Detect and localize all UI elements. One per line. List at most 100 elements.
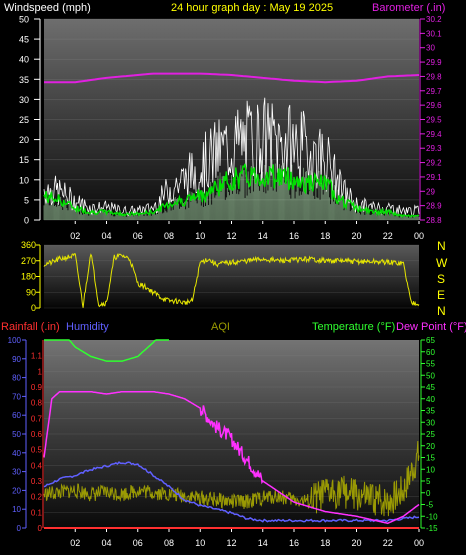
hour-tick-label: 20 [351,538,361,548]
rain-tick-label: 0 [38,524,43,533]
compass-s: S [437,272,445,286]
wind-tick-label: 45 [19,35,29,45]
wind-tick-label: 25 [19,115,29,125]
aqi-label: AQI [211,321,230,333]
direction-tick-label: 270 [21,256,36,266]
baro-tick-label: 29.1 [426,173,442,182]
humidity-tick-label: 100 [8,336,22,345]
compass-n-top: N [437,239,446,253]
humidity-tick-label: 40 [12,449,21,458]
hour-tick-label: 22 [383,231,393,241]
temp-tick-label: -15 [426,524,438,533]
direction-tick-label: 90 [26,287,36,297]
rain-tick-label: 0.5 [31,446,43,455]
temp-tick-label: 25 [426,430,435,439]
baro-tick-label: 29.7 [426,87,442,96]
wind-average-line [43,163,420,219]
wind-gust-line [43,97,420,217]
dewpoint-line [43,390,420,525]
humidity-tick-label: 70 [12,392,21,401]
baro-tick-label: 30.2 [426,15,442,24]
wind-direction-line [43,253,420,308]
temp-tick-label: 65 [426,336,435,345]
baro-tick-label: 29.5 [426,116,442,125]
wind-tick-label: 40 [19,55,29,65]
direction-tick-label: 0 [31,303,36,313]
wind-tick-label: 35 [19,75,29,85]
rain-tick-label: 0.4 [31,461,43,470]
baro-tick-label: 29.2 [426,159,442,168]
temp-tick-label: 0 [426,489,431,498]
hour-tick-label: 14 [258,231,268,241]
humidity-tick-label: 0 [17,524,22,533]
wind-tick-label: 10 [19,175,29,185]
hour-tick-label: 16 [289,231,299,241]
rain-tick-label: 0.2 [31,493,43,502]
wind-tick-label: 50 [19,15,29,25]
wind-tick-label: 30 [19,95,29,105]
hour-tick-label: 06 [133,231,143,241]
temperature-line [44,339,169,362]
humidity-tick-label: 30 [12,468,21,477]
hour-tick-label: 16 [289,538,299,548]
temp-tick-label: 40 [426,395,435,404]
temp-tick-label: 45 [426,383,435,392]
humidity-tick-label: 90 [12,355,21,364]
dewpoint-axis-label: Dew Point (°F) [396,321,466,333]
baro-tick-label: 29 [426,187,435,196]
rain-tick-label: 0.9 [31,383,43,392]
hour-tick-label: 08 [164,231,174,241]
compass-w: W [436,256,448,270]
temp-tick-label: 50 [426,371,435,380]
wind-tick-label: 0 [24,216,29,226]
rain-tick-label: 0.1 [31,508,43,517]
temp-tick-label: 35 [426,407,435,416]
rain-tick-label: 0.3 [31,477,43,486]
humidity-tick-label: 10 [12,505,21,514]
baro-tick-label: 30 [426,44,435,53]
baro-tick-label: 29.6 [426,101,442,110]
temp-tick-label: -5 [426,501,434,510]
hour-tick-label: 10 [195,538,205,548]
barometer-axis-label: Barometer (.in) [372,2,445,14]
hour-tick-label: 12 [226,538,236,548]
baro-tick-label: 29.8 [426,72,442,81]
direction-tick-label: 360 [21,240,36,250]
hour-tick-label: 20 [351,231,361,241]
windspeed-axis-label: Windspeed (mph) [4,2,91,14]
temp-tick-label: 55 [426,360,435,369]
hour-tick-label: 02 [70,538,80,548]
humidity-tick-label: 60 [12,411,21,420]
barometer-line [44,72,420,84]
humidity-axis-label: Humidity [66,321,109,333]
graph-title: 24 hour graph day : May 19 2025 [171,2,333,14]
baro-tick-label: 29.9 [426,58,442,67]
rain-tick-label: 1 [38,367,43,376]
hour-tick-label: 10 [195,231,205,241]
humidity-tick-label: 50 [12,430,21,439]
temp-tick-label: 10 [426,465,435,474]
hour-tick-label: 06 [133,538,143,548]
hour-tick-label: 08 [164,538,174,548]
direction-tick-label: 180 [21,272,36,282]
hour-tick-label: 00 [414,231,424,241]
rain-tick-label: 0.7 [31,414,43,423]
hour-tick-label: 04 [101,538,111,548]
aqi-line [43,440,420,517]
wind-tick-label: 20 [19,135,29,145]
hour-tick-label: 14 [258,538,268,548]
humidity-tick-label: 80 [12,374,21,383]
compass-n-bottom: N [437,304,446,318]
baro-tick-label: 30.1 [426,29,442,38]
baro-tick-label: 29.4 [426,130,442,139]
temp-tick-label: 60 [426,348,435,357]
temp-tick-label: 30 [426,418,435,427]
rain-tick-label: 1.1 [31,352,43,361]
rain-tick-label: 0.6 [31,430,43,439]
temp-tick-label: 5 [426,477,431,486]
hour-tick-label: 18 [320,538,330,548]
compass-e: E [437,288,445,302]
wind-tick-label: 5 [24,195,29,205]
wind-tick-label: 15 [19,155,29,165]
